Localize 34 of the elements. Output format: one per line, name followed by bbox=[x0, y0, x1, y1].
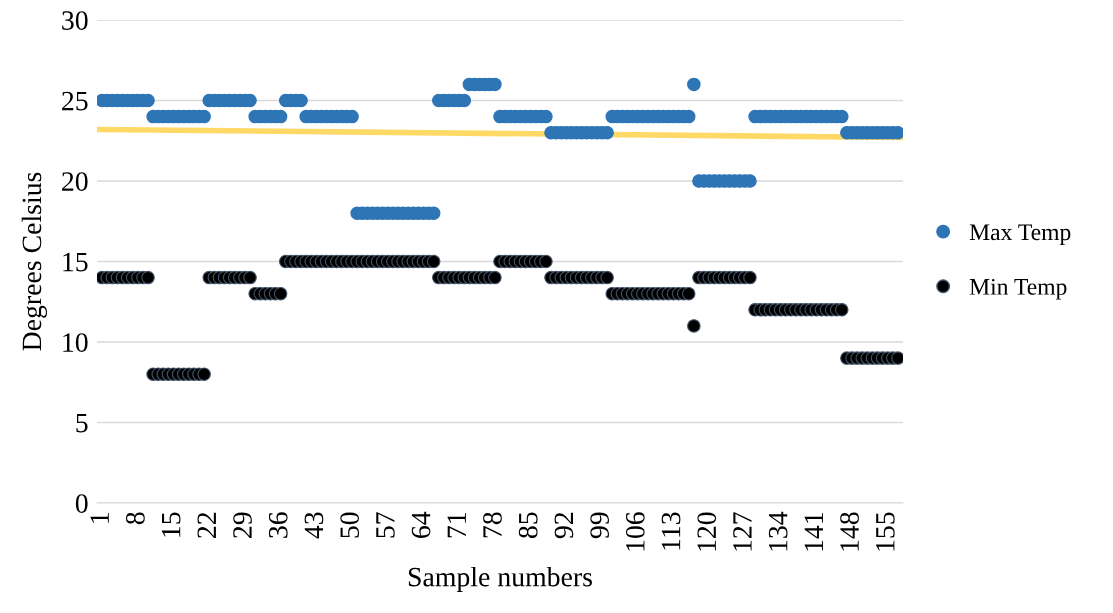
y-tick-label: 10 bbox=[63, 333, 88, 352]
x-tick-label: 85 bbox=[518, 512, 538, 539]
x-tick-label: 22 bbox=[197, 512, 216, 538]
x-tick-label: 8 bbox=[126, 512, 145, 525]
x-tick-label: 78 bbox=[483, 512, 502, 538]
x-tick-label: 92 bbox=[554, 512, 574, 539]
legend-label: Min Temp bbox=[969, 278, 1067, 300]
x-tick-label: 134 bbox=[768, 511, 788, 551]
x-tick-label: 43 bbox=[304, 512, 324, 539]
x-tick-label: 57 bbox=[376, 512, 395, 538]
x-tick-label: 50 bbox=[340, 512, 360, 538]
y-tick-label: 15 bbox=[63, 252, 88, 272]
x-tick-label: 99 bbox=[590, 512, 609, 539]
x-tick-label: 64 bbox=[411, 511, 431, 538]
x-tick-label: 106 bbox=[625, 512, 645, 551]
y-tick-label: 30 bbox=[62, 11, 88, 30]
x-tick-label: 127 bbox=[733, 512, 752, 551]
x-tick-label: 36 bbox=[268, 512, 288, 538]
x-tick-label: 71 bbox=[447, 513, 466, 538]
x-tick-label: 29 bbox=[233, 512, 252, 538]
y-tick-label: 20 bbox=[62, 172, 88, 191]
x-axis-title: Sample numbers bbox=[408, 566, 592, 593]
x-tick-label: 15 bbox=[161, 512, 181, 537]
x-tick-label: 1 bbox=[90, 513, 109, 523]
legend-label: Max Temp bbox=[969, 224, 1071, 245]
x-tick-label: 155 bbox=[876, 512, 895, 551]
y-tick-label: 5 bbox=[76, 413, 88, 433]
y-axis-title: Degrees Celsius bbox=[21, 172, 47, 351]
x-tick-label: 120 bbox=[697, 512, 717, 551]
y-tick-label: 0 bbox=[75, 494, 88, 513]
x-tick-label: 148 bbox=[840, 512, 859, 551]
x-tick-label: 113 bbox=[661, 512, 681, 550]
x-tick-label: 141 bbox=[804, 513, 823, 551]
y-tick-label: 25 bbox=[62, 91, 88, 111]
